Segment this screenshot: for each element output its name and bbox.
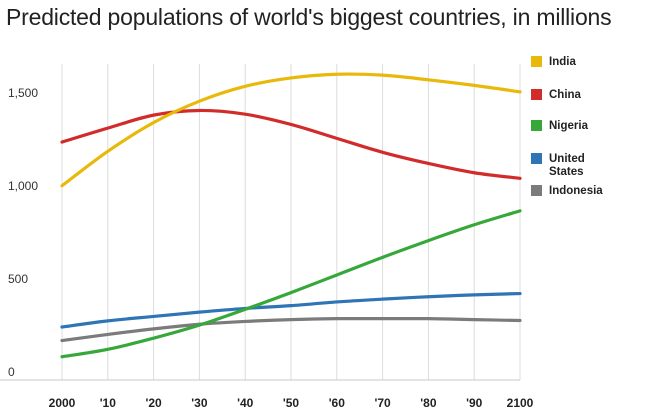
series-line-united-states bbox=[60, 291, 522, 329]
x-axis-tick-labels: 2000 '10 '20 '30 '40 '50 '60 '70 '80 '90 2100 bbox=[49, 396, 534, 410]
x-tick-label: '90 bbox=[466, 396, 483, 410]
series-line-nigeria bbox=[60, 209, 522, 359]
series-lines bbox=[60, 72, 522, 359]
legend-label-india: India bbox=[549, 56, 576, 68]
x-tick-label: '70 bbox=[374, 396, 391, 410]
x-tick-label: '50 bbox=[283, 396, 300, 410]
gridlines bbox=[0, 64, 521, 381]
x-tick-label: '10 bbox=[100, 396, 117, 410]
y-tick-label: 1,000 bbox=[8, 179, 38, 193]
legend-swatch-united-states bbox=[531, 153, 542, 164]
series-line-china bbox=[60, 108, 522, 180]
legend-swatch-nigeria bbox=[531, 120, 542, 131]
series-line-indonesia bbox=[60, 316, 522, 343]
x-tick-label: 2000 bbox=[49, 396, 76, 410]
series-line-india bbox=[60, 72, 522, 188]
x-tick-label: '30 bbox=[191, 396, 208, 410]
legend-swatch-indonesia bbox=[531, 185, 542, 196]
x-tick-label: '60 bbox=[329, 396, 346, 410]
x-tick-label: '20 bbox=[145, 396, 162, 410]
x-tick-label: 2100 bbox=[507, 396, 534, 410]
chart-title: Predicted populations of world's biggest… bbox=[6, 4, 612, 30]
legend-swatch-india bbox=[531, 56, 542, 67]
legend-label-china: China bbox=[549, 89, 582, 101]
y-tick-label: 1,500 bbox=[8, 86, 38, 100]
legend: India China Nigeria United States Indonesia bbox=[531, 56, 603, 197]
y-axis-tick-labels: 0 500 1,000 1,500 bbox=[8, 86, 38, 379]
x-tick-label: '40 bbox=[237, 396, 254, 410]
y-tick-label: 0 bbox=[8, 365, 15, 379]
x-tick-label: '80 bbox=[420, 396, 437, 410]
legend-label-nigeria: Nigeria bbox=[549, 120, 589, 132]
legend-label-united-states: United States bbox=[549, 153, 585, 178]
legend-swatch-china bbox=[531, 89, 542, 100]
y-tick-label: 500 bbox=[8, 272, 28, 286]
legend-label-indonesia: Indonesia bbox=[549, 185, 603, 197]
